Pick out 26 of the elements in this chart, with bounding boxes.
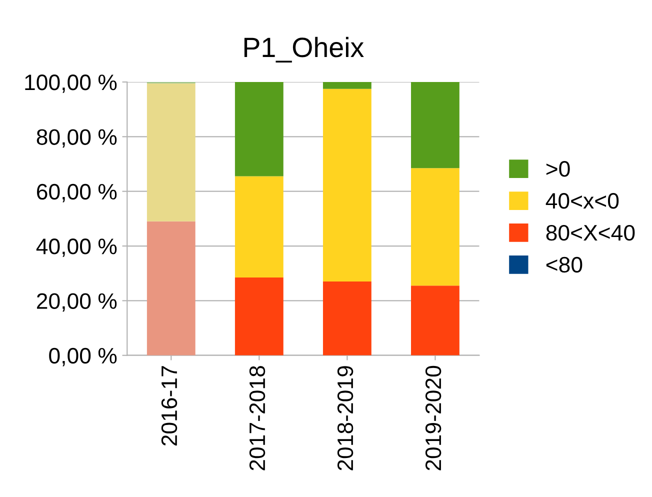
bar (146, 221, 196, 356)
bar (322, 282, 372, 356)
bar (322, 88, 372, 282)
y-tick-label: 0,00 % (49, 348, 117, 366)
y-tick-label: 60,00 % (37, 184, 117, 202)
bar (146, 83, 196, 222)
x-tick-label: 2018-2019 (337, 366, 354, 470)
chart-title: P1_Oheix (244, 36, 364, 63)
bar (234, 277, 284, 356)
bar (411, 168, 460, 286)
y-tick-label: 80,00 % (36, 129, 117, 148)
x-tick-label: 2016-17 (161, 366, 178, 446)
bar (322, 82, 372, 89)
legend-label: <80 (546, 256, 582, 273)
bar (411, 82, 460, 168)
legend-label: >0 (546, 161, 570, 177)
bar (234, 176, 284, 278)
legend-label: 40<x<0 (546, 192, 619, 209)
x-tick-label: 2017-2018 (249, 366, 266, 470)
bar (234, 82, 284, 176)
y-tick-label: 100,00 % (25, 74, 117, 93)
y-tick-label: 40,00 % (36, 238, 117, 257)
y-tick-label: 20,00 % (37, 293, 117, 312)
legend-label: 80<X<40 (546, 224, 635, 241)
x-tick-label: 2019-2020 (425, 366, 442, 470)
bar (411, 286, 460, 356)
